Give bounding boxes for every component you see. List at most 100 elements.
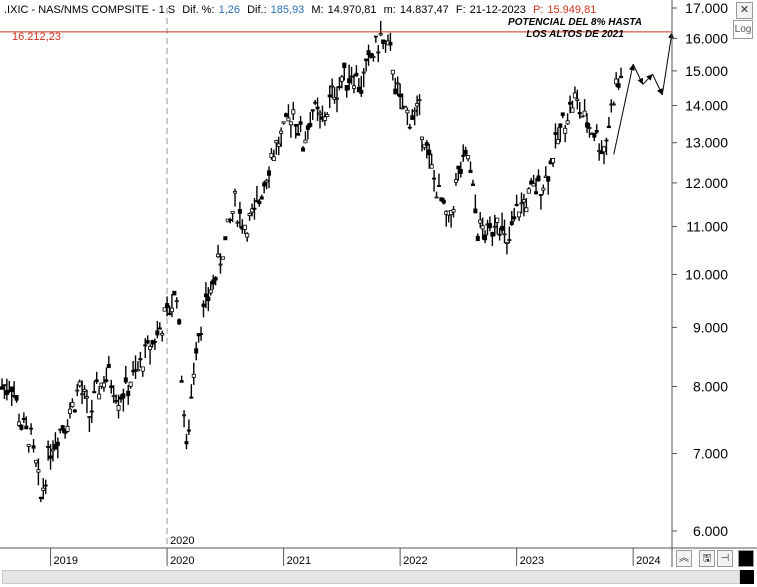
price-candle [157, 327, 162, 330]
price-candle [507, 239, 512, 241]
price-candle [174, 300, 179, 303]
dif-pct-value: 1,26 [218, 4, 241, 16]
y-axis: 6.000 7.000 8.000 9.000 10.000 11.000 12.000 13… [671, 0, 728, 567]
price-candle [213, 277, 218, 281]
price-candle [284, 113, 289, 117]
price-candle [109, 385, 114, 388]
close-button[interactable]: ✕ [736, 2, 753, 19]
price-candle [169, 307, 174, 313]
price-candle [242, 224, 247, 230]
price-candle [614, 78, 619, 85]
max-value: 14.970,81 [327, 4, 377, 16]
price-candle [43, 484, 48, 487]
price-candle [536, 175, 541, 182]
price-candle [80, 393, 85, 396]
price-candle [373, 35, 378, 38]
price-candle [398, 93, 403, 98]
price-candle [393, 88, 398, 95]
price-candle [461, 154, 466, 157]
min-label: m: [383, 4, 396, 16]
close-icon: ✕ [739, 4, 750, 16]
price-candle [233, 191, 238, 194]
price-candle [116, 405, 121, 411]
price-candle [50, 448, 55, 452]
price-candle [519, 202, 524, 205]
price-candle [135, 369, 140, 372]
price-candle [325, 114, 330, 118]
y-tick-label: 6.000 [693, 523, 728, 539]
price-candle [378, 33, 383, 36]
price-candle [92, 391, 97, 394]
color-swatch-button[interactable] [738, 550, 754, 567]
pin-button[interactable]: ⊣ [717, 550, 733, 567]
projection-arrow [613, 64, 635, 155]
price-candle [126, 390, 131, 397]
price-candle [29, 427, 34, 430]
price-candle [305, 125, 310, 130]
price-candle [356, 86, 361, 93]
price-candle [237, 209, 242, 214]
y-tick-label: 17.000 [685, 0, 728, 16]
price-candle [182, 414, 187, 417]
price-candle [288, 121, 293, 126]
bottom-scrollbar[interactable] [0, 567, 757, 587]
price-candle [344, 85, 349, 91]
price-candle [616, 83, 621, 88]
price-candle [412, 109, 417, 113]
price-candle [587, 127, 592, 130]
price-candle [318, 112, 323, 115]
price-candle [14, 394, 19, 401]
price-candle [33, 459, 38, 464]
price-candle [186, 429, 191, 432]
date-label: F: [455, 4, 466, 16]
y-tick-label: 10.000 [685, 266, 728, 282]
date-value: 21-12-2023 [469, 4, 526, 16]
price-candle [575, 98, 580, 101]
price-candle [0, 386, 4, 390]
price-candle [351, 85, 356, 89]
price-candle [145, 340, 150, 344]
y-tick-label: 13.000 [685, 135, 728, 151]
price-candle [55, 441, 60, 446]
pin-icon: ⊣ [720, 553, 730, 564]
x-tick-label: 2022 [403, 555, 427, 567]
price-candle [286, 117, 291, 122]
price-candle [245, 233, 250, 238]
price-candle [101, 382, 106, 388]
scrollbar-track[interactable] [2, 570, 740, 584]
price-candle [551, 158, 556, 164]
price-candle [534, 191, 539, 195]
price-candle [191, 373, 196, 378]
price-candle [558, 123, 563, 128]
price-candle [167, 312, 172, 315]
price-candle [211, 279, 216, 285]
price-candle [490, 232, 495, 237]
price-candle [38, 496, 43, 500]
projection-arrow [632, 63, 644, 85]
price-candle [160, 332, 165, 336]
scroll-up-button[interactable]: ︽ [676, 550, 692, 567]
price-candle [577, 112, 582, 115]
price-candle [65, 425, 70, 432]
price-candle [526, 188, 531, 194]
price-candle [208, 289, 213, 294]
price-candle [189, 396, 194, 399]
price-candle [436, 185, 441, 187]
price-candle [376, 51, 381, 54]
price-candle [517, 211, 522, 218]
price-candle [582, 110, 587, 117]
log-scale-button[interactable]: Log [733, 20, 753, 39]
price-candle [424, 142, 429, 146]
price-candle [342, 62, 347, 69]
price-candle [257, 200, 262, 205]
save-icon: 🖫 [702, 553, 712, 564]
price-candle [26, 444, 31, 447]
projection-arrow [661, 32, 675, 95]
price-candle [77, 381, 82, 387]
price-candle [349, 75, 354, 78]
save-button[interactable]: 🖫 [699, 550, 715, 567]
price-candle [104, 379, 109, 382]
price-candle [179, 380, 184, 383]
price-candle [592, 132, 597, 138]
